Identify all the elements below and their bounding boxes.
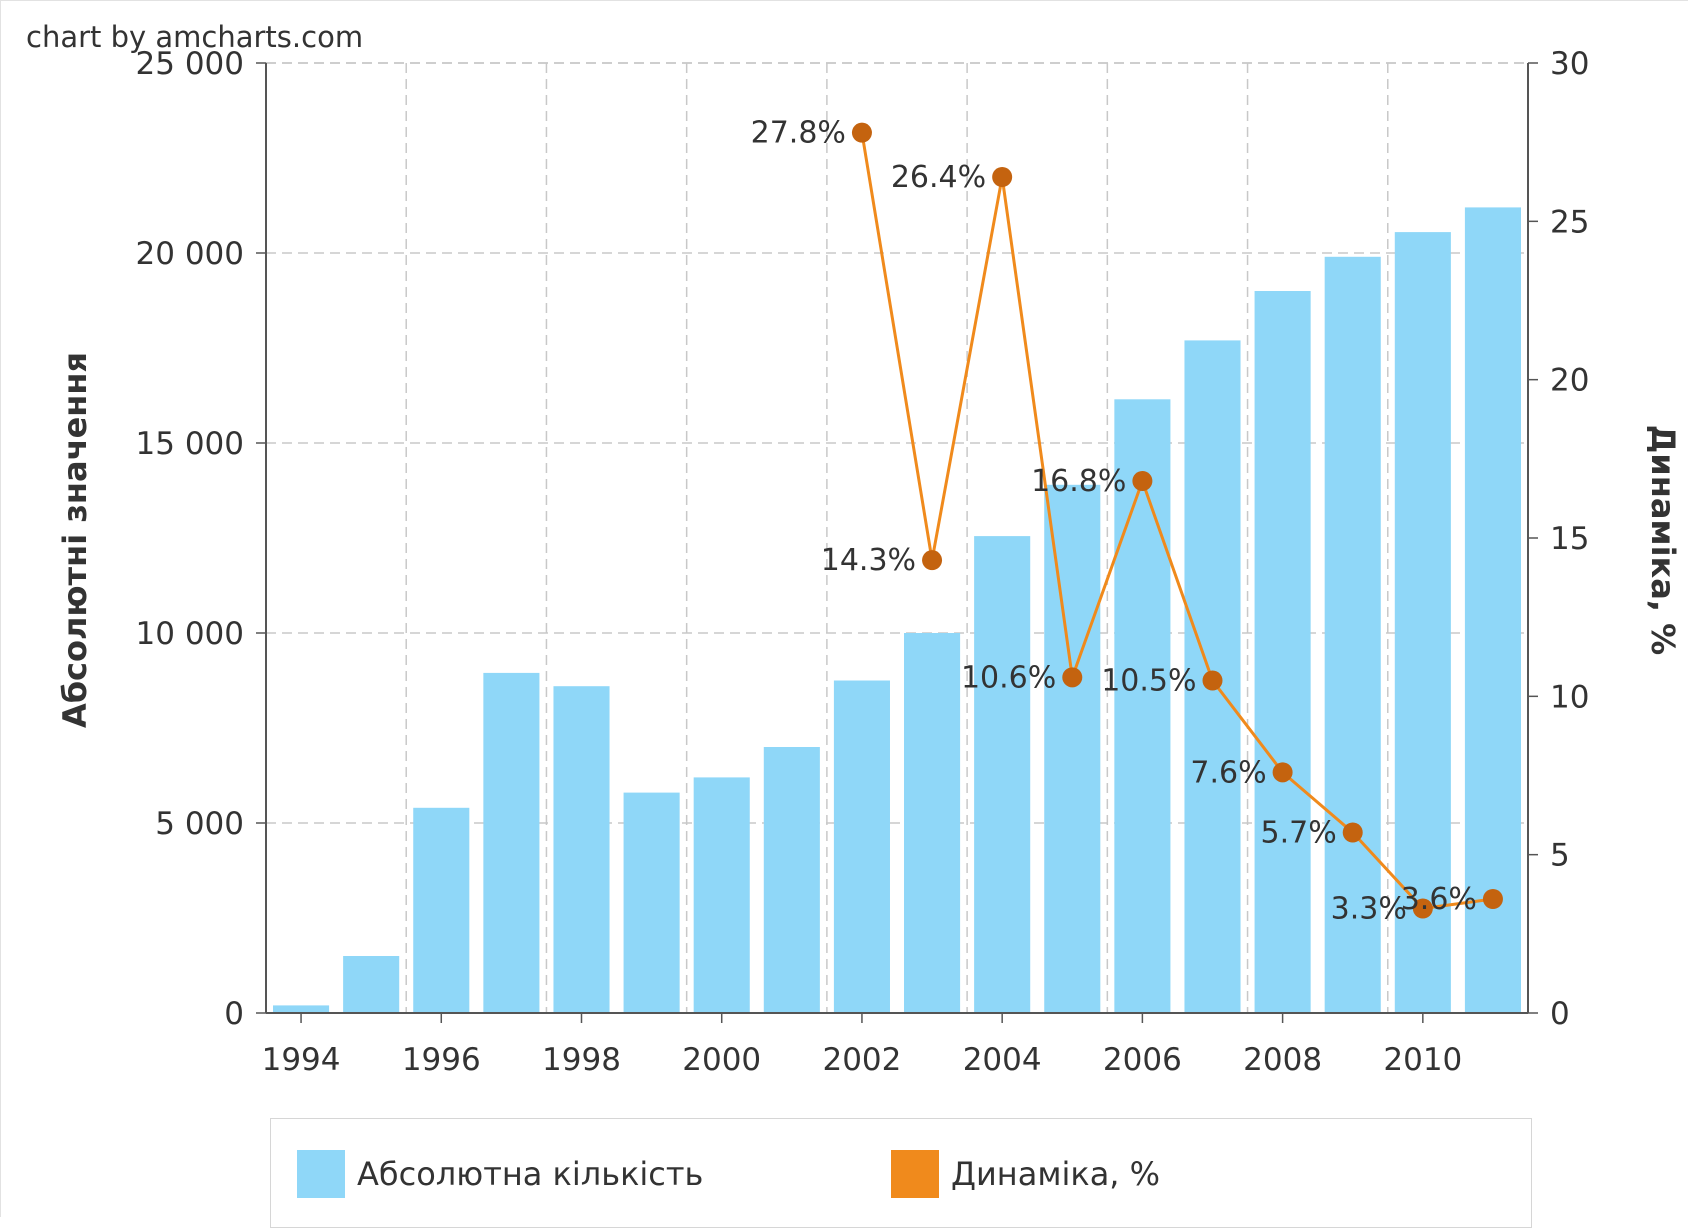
data-label: 27.8%: [751, 116, 846, 151]
legend-item-bars[interactable]: Абсолютна кількість: [297, 1149, 703, 1199]
grid-lines: [266, 62, 1528, 1013]
bar: [1324, 256, 1381, 1013]
bar: [1114, 399, 1171, 1013]
chart-credit[interactable]: chart by amcharts.com: [26, 20, 364, 54]
combo-chart: 0 5 000 10 000 15 000 20 000 25 000 0 5 10 15 20 25…: [56, 46, 1682, 1078]
data-label: 16.8%: [1031, 464, 1126, 499]
data-label: 7.6%: [1190, 755, 1266, 790]
bar: [483, 672, 540, 1013]
bar: [1044, 484, 1101, 1013]
data-point: [922, 550, 943, 571]
x-tick-label: 2008: [1243, 1042, 1322, 1078]
bar: [693, 777, 750, 1013]
x-tick-label: 2004: [963, 1042, 1042, 1078]
y2-tick-label: 10: [1550, 679, 1589, 715]
y-tick-label: 15 000: [136, 426, 244, 462]
x-tick-label: 2002: [822, 1042, 901, 1078]
data-label: 10.6%: [961, 660, 1056, 695]
data-label: 26.4%: [891, 160, 986, 195]
bar: [413, 807, 470, 1013]
y-tick-label: 0: [224, 996, 244, 1032]
legend-label-line: Динаміка, %: [951, 1155, 1161, 1193]
bar: [1464, 207, 1521, 1013]
data-point: [1132, 471, 1153, 491]
data-point: [1482, 889, 1503, 909]
data-point: [1272, 762, 1293, 783]
data-point: [992, 167, 1013, 187]
y2-tick-label: 25: [1550, 204, 1589, 240]
y2-tick-label: 20: [1550, 363, 1589, 399]
y2-tick-label: 0: [1550, 996, 1570, 1032]
bar-series: [273, 207, 1521, 1014]
bar: [763, 747, 820, 1013]
bar: [623, 792, 680, 1013]
line-series: [851, 122, 1503, 919]
bar: [273, 1005, 330, 1013]
bar: [1254, 291, 1311, 1013]
data-point: [1412, 898, 1433, 919]
dynamics-line: [860, 132, 1494, 911]
bar: [343, 956, 400, 1013]
y2-tick-label: 5: [1550, 838, 1570, 874]
bar: [833, 680, 890, 1013]
data-point: [851, 122, 872, 143]
y2-axis-title: Динаміка, %: [1644, 425, 1682, 655]
legend-swatch-bars: [297, 1150, 345, 1198]
axes: 0 5 000 10 000 15 000 20 000 25 000 0 5 10 15 20 25…: [136, 46, 1590, 1078]
y-axis-title: Абсолютні значення: [56, 352, 94, 728]
x-tick-label: 2006: [1103, 1042, 1182, 1078]
legend: Абсолютна кількість Динаміка, %: [270, 1118, 1532, 1228]
data-label: 5.7%: [1261, 816, 1337, 851]
x-tick-label: 1996: [402, 1042, 481, 1078]
bar: [974, 536, 1031, 1013]
x-tick-label: 2000: [682, 1042, 761, 1078]
data-label: 3.6%: [1401, 882, 1477, 917]
y-tick-label: 25 000: [136, 46, 244, 82]
x-tick-label: 2010: [1383, 1042, 1462, 1078]
y-tick-label: 5 000: [155, 806, 244, 842]
data-label: 10.5%: [1101, 664, 1196, 699]
y-tick-label: 20 000: [136, 236, 244, 272]
bar: [904, 633, 961, 1013]
legend-item-line[interactable]: Динаміка, %: [891, 1149, 1160, 1199]
y2-tick-label: 15: [1550, 521, 1589, 557]
x-tick-label: 1998: [542, 1042, 621, 1078]
bar: [1394, 232, 1451, 1014]
x-tick-label: 1994: [262, 1042, 341, 1078]
legend-swatch-line: [891, 1150, 939, 1198]
bar: [553, 686, 610, 1013]
data-point: [1342, 822, 1363, 843]
data-label: 3.3%: [1331, 892, 1407, 927]
data-label: 14.3%: [821, 543, 916, 578]
data-labels: 27.8% 14.3% 26.4% 10.6% 16.8% 10.5% 7.6% 5.7% 3.…: [751, 116, 1477, 927]
legend-label-bars: Абсолютна кількість: [357, 1155, 704, 1193]
data-point: [1062, 667, 1083, 688]
data-point: [1202, 670, 1223, 691]
y-tick-label: 10 000: [136, 616, 244, 652]
y2-tick-label: 30: [1550, 46, 1589, 82]
